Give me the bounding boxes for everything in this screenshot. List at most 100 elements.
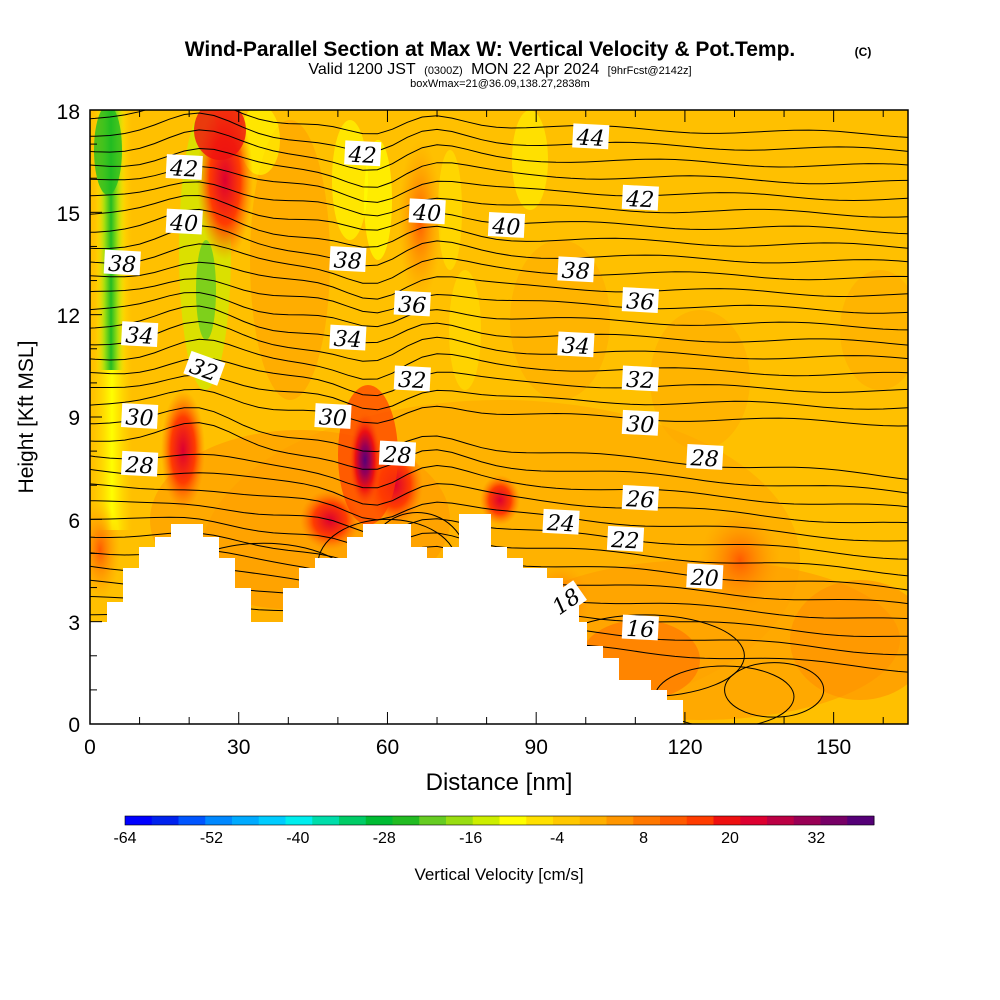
x-tick-label: 30 bbox=[227, 736, 250, 759]
colorbar-label: Vertical Velocity [cm/s] bbox=[414, 865, 583, 884]
axis-ticks bbox=[89, 109, 884, 725]
contour-label-box bbox=[621, 365, 659, 392]
contour-label: 22 bbox=[606, 525, 645, 555]
colorbar-swatch bbox=[553, 816, 581, 825]
contour-label: 30 bbox=[314, 403, 352, 432]
contour-label: 42 bbox=[621, 184, 659, 213]
theta-contour bbox=[90, 277, 908, 314]
colorbar-swatch bbox=[285, 816, 313, 825]
chart-subtitle: Valid 1200 JST (0300Z) MON 22 Apr 2024 [… bbox=[308, 61, 691, 78]
colorbar-tick-label: -52 bbox=[200, 830, 223, 847]
contour-label: 16 bbox=[621, 614, 659, 643]
contour-label-box bbox=[621, 484, 659, 511]
contour-label-text: 40 bbox=[491, 214, 521, 240]
contour-label: 28 bbox=[121, 450, 159, 479]
theta-contour bbox=[90, 407, 908, 480]
contour-label-box bbox=[557, 256, 595, 283]
theta-contour bbox=[90, 453, 908, 508]
theta-contour bbox=[90, 243, 908, 284]
colorbar-swatch bbox=[258, 816, 286, 825]
contour-label-box bbox=[121, 450, 159, 477]
colorbar-tick-label: -64 bbox=[113, 830, 136, 847]
y-tick-label: 0 bbox=[68, 714, 80, 737]
contour-label: 40 bbox=[487, 212, 526, 241]
contour-label-box bbox=[543, 580, 587, 621]
contour-label-text: 42 bbox=[625, 187, 655, 213]
theta-contour bbox=[90, 112, 908, 153]
colorbar-swatch bbox=[686, 816, 714, 825]
theta-contour bbox=[90, 305, 908, 346]
contour-label-text: 26 bbox=[625, 487, 655, 513]
contour-label: 36 bbox=[621, 287, 659, 316]
theta-contour bbox=[90, 388, 908, 427]
contour-label: 24 bbox=[542, 508, 580, 537]
contour-label-text: 36 bbox=[626, 289, 655, 315]
theta-contour bbox=[90, 225, 908, 267]
contour-label: 20 bbox=[686, 563, 724, 592]
colorbar-swatch bbox=[767, 816, 795, 825]
x-tick-label: 60 bbox=[376, 736, 399, 759]
contour-label: 34 bbox=[557, 331, 595, 360]
contour-label-text: 40 bbox=[411, 201, 441, 227]
contour-label-box bbox=[121, 403, 159, 429]
contour-label-text: 16 bbox=[626, 617, 655, 643]
y-tick-label: 9 bbox=[68, 407, 80, 430]
colorbar-swatch bbox=[339, 816, 367, 825]
colorbar-swatch bbox=[740, 816, 768, 825]
colorbar-swatches bbox=[124, 815, 875, 826]
theta-contour bbox=[90, 320, 908, 362]
theta-contour bbox=[90, 291, 908, 331]
theta-contour bbox=[90, 483, 908, 542]
colorbar-tick-label: 32 bbox=[807, 830, 825, 847]
colorbar-swatch bbox=[633, 816, 661, 825]
contour-label: 30 bbox=[621, 409, 659, 439]
contour-label-box bbox=[621, 287, 659, 313]
y-tick-label: 15 bbox=[57, 203, 80, 226]
contour-label-box bbox=[557, 331, 595, 358]
contour-label-text: 34 bbox=[333, 327, 362, 353]
contour-label-text: 34 bbox=[561, 334, 590, 360]
contour-label-text: 38 bbox=[561, 259, 590, 285]
contour-label-box bbox=[606, 525, 645, 552]
contour-label-text: 38 bbox=[333, 248, 362, 274]
contour-label-text: 34 bbox=[125, 323, 154, 349]
colorbar-ticks: -64 -52 -40 -28 -16 -4 8 20 32 bbox=[113, 830, 825, 847]
contour-label: 26 bbox=[621, 484, 659, 514]
contour-label: 34 bbox=[329, 324, 367, 353]
theta-contour bbox=[90, 129, 908, 171]
colorbar-tick-label: -4 bbox=[550, 830, 564, 847]
contour-label-box bbox=[621, 614, 659, 641]
contour-label-text: 28 bbox=[689, 446, 719, 472]
contour-label-box bbox=[393, 290, 431, 317]
theta-contour bbox=[90, 422, 908, 494]
theta-contour bbox=[90, 338, 908, 380]
y-tick-label: 6 bbox=[68, 510, 80, 533]
contour-labels: 42 42 44 40 40 40 42 38 38 38 36 36 34 34 34 32 32 32 30 30… bbox=[103, 123, 724, 643]
colorbar-swatch bbox=[526, 816, 554, 825]
contour-label-text: 30 bbox=[626, 412, 655, 438]
contour-label-box bbox=[686, 563, 724, 590]
contour-label-text: 22 bbox=[610, 528, 640, 554]
contour-label: 42 bbox=[344, 140, 382, 169]
chart-subtitle-box: boxWmax=21@36.09,138.27,2838m bbox=[410, 78, 590, 90]
x-tick-label: 90 bbox=[525, 736, 548, 759]
colorbar-swatch bbox=[419, 816, 447, 825]
colorbar-tick-label: -28 bbox=[373, 830, 396, 847]
contour-label: 30 bbox=[121, 403, 159, 432]
contour-label: 34 bbox=[121, 321, 159, 350]
colorbar-tick-label: 8 bbox=[639, 830, 648, 847]
contour-label-box bbox=[165, 154, 203, 180]
colorbar-swatch bbox=[365, 816, 393, 825]
y-axis-label: Height [Kft MSL] bbox=[15, 341, 38, 494]
contour-label-box bbox=[344, 140, 382, 167]
colorbar-frame bbox=[124, 815, 875, 826]
x-axis: 0 30 60 90 120 150 bbox=[84, 736, 851, 759]
theta-contour bbox=[90, 110, 908, 138]
colorbar-tick-label: 20 bbox=[721, 830, 739, 847]
contour-label: 42 bbox=[165, 154, 203, 183]
theta-contour bbox=[90, 357, 908, 397]
x-axis-label: Distance [nm] bbox=[426, 769, 573, 796]
theta-contour bbox=[90, 208, 908, 249]
colorbar-tick-label: -40 bbox=[286, 830, 309, 847]
contour-label-text: 28 bbox=[124, 453, 154, 479]
